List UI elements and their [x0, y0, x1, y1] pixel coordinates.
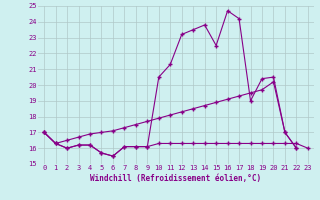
X-axis label: Windchill (Refroidissement éolien,°C): Windchill (Refroidissement éolien,°C): [91, 174, 261, 183]
